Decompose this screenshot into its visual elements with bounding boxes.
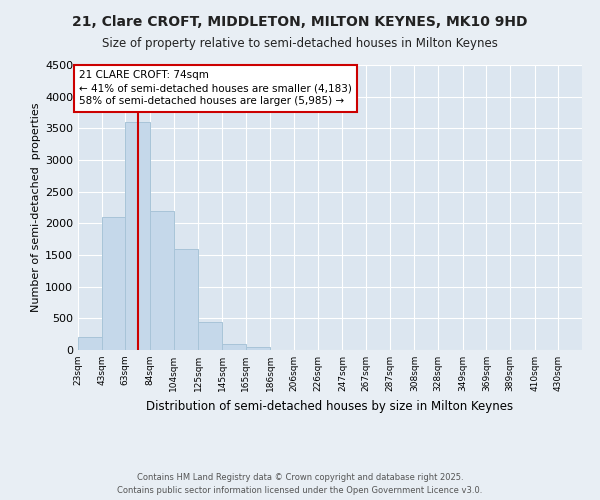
Bar bbox=[222, 344, 245, 350]
Text: 21 CLARE CROFT: 74sqm
← 41% of semi-detached houses are smaller (4,183)
58% of s: 21 CLARE CROFT: 74sqm ← 41% of semi-deta… bbox=[79, 70, 352, 106]
Bar bbox=[173, 248, 199, 350]
X-axis label: Distribution of semi-detached houses by size in Milton Keynes: Distribution of semi-detached houses by … bbox=[146, 400, 514, 412]
Text: Contains HM Land Registry data © Crown copyright and database right 2025.
Contai: Contains HM Land Registry data © Crown c… bbox=[118, 474, 482, 495]
Text: 21, Clare CROFT, MIDDLETON, MILTON KEYNES, MK10 9HD: 21, Clare CROFT, MIDDLETON, MILTON KEYNE… bbox=[72, 15, 528, 29]
Bar bbox=[125, 122, 150, 350]
Bar bbox=[245, 347, 271, 350]
Bar bbox=[199, 322, 222, 350]
Y-axis label: Number of semi-detached  properties: Number of semi-detached properties bbox=[31, 103, 41, 312]
Text: Size of property relative to semi-detached houses in Milton Keynes: Size of property relative to semi-detach… bbox=[102, 38, 498, 51]
Bar bbox=[150, 210, 173, 350]
Bar bbox=[78, 338, 101, 350]
Bar bbox=[101, 217, 125, 350]
